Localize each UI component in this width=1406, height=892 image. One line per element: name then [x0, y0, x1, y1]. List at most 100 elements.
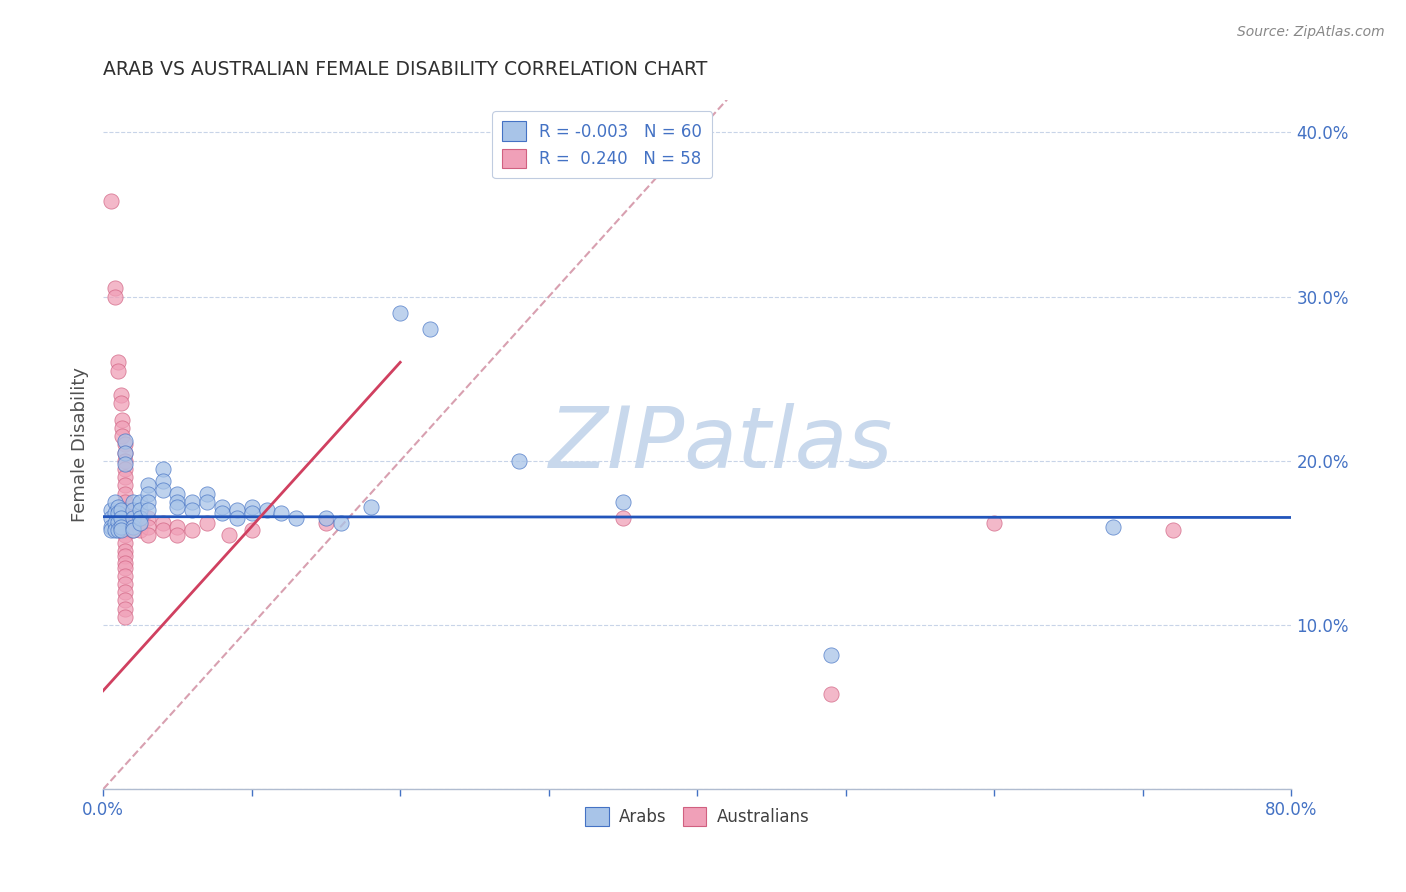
Point [129, 511, 152, 525]
Point [419, 322, 441, 336]
Point [121, 503, 143, 517]
Point [121, 523, 143, 537]
Point [110, 523, 132, 537]
Point [152, 474, 174, 488]
Point [129, 516, 152, 531]
Point [240, 500, 263, 514]
Point [114, 560, 136, 574]
Point [104, 281, 127, 295]
Point [114, 577, 136, 591]
Y-axis label: Female Disability: Female Disability [72, 367, 89, 522]
Point [111, 413, 134, 427]
Point [195, 516, 218, 531]
Point [104, 523, 127, 537]
Point [129, 495, 152, 509]
Point [285, 511, 308, 525]
Point [136, 527, 159, 541]
Point [121, 507, 143, 521]
Point [211, 507, 233, 521]
Point [389, 306, 412, 320]
Point [152, 523, 174, 537]
Point [136, 511, 159, 525]
Point [104, 290, 127, 304]
Point [508, 454, 530, 468]
Point [329, 516, 352, 531]
Point [114, 434, 136, 449]
Legend: Arabs, Australians: Arabs, Australians [579, 800, 815, 832]
Point [270, 507, 292, 521]
Point [114, 478, 136, 492]
Point [612, 495, 634, 509]
Point [114, 556, 136, 570]
Point [100, 511, 122, 525]
Point [114, 585, 136, 599]
Point [136, 486, 159, 500]
Point [121, 495, 143, 509]
Point [152, 516, 174, 531]
Point [166, 519, 188, 533]
Point [820, 648, 842, 662]
Point [104, 507, 127, 521]
Point [983, 516, 1005, 531]
Point [121, 516, 143, 531]
Point [152, 483, 174, 498]
Point [136, 495, 159, 509]
Point [360, 500, 382, 514]
Point [114, 549, 136, 563]
Point [107, 363, 129, 377]
Point [166, 495, 188, 509]
Point [118, 519, 141, 533]
Point [114, 445, 136, 459]
Point [195, 495, 218, 509]
Point [218, 527, 240, 541]
Point [114, 601, 136, 615]
Point [114, 527, 136, 541]
Point [100, 194, 122, 209]
Point [107, 355, 129, 369]
Point [104, 516, 127, 531]
Point [100, 519, 122, 533]
Point [114, 503, 136, 517]
Point [1161, 523, 1184, 537]
Text: Source: ZipAtlas.com: Source: ZipAtlas.com [1237, 25, 1385, 39]
Point [107, 523, 129, 537]
Point [114, 486, 136, 500]
Point [166, 500, 188, 514]
Point [121, 511, 143, 525]
Point [114, 462, 136, 476]
Point [114, 523, 136, 537]
Point [136, 478, 159, 492]
Point [240, 523, 263, 537]
Point [240, 507, 263, 521]
Point [1102, 519, 1125, 533]
Point [129, 523, 152, 537]
Point [225, 511, 247, 525]
Point [181, 503, 204, 517]
Point [166, 486, 188, 500]
Point [136, 503, 159, 517]
Text: ZIPatlas: ZIPatlas [548, 403, 893, 486]
Point [107, 500, 129, 514]
Point [129, 503, 152, 517]
Point [136, 519, 159, 533]
Point [114, 609, 136, 624]
Point [225, 503, 247, 517]
Point [114, 470, 136, 484]
Point [114, 511, 136, 525]
Point [111, 429, 134, 443]
Point [114, 445, 136, 459]
Point [114, 454, 136, 468]
Point [111, 421, 134, 435]
Point [114, 437, 136, 451]
Point [315, 516, 337, 531]
Point [110, 503, 132, 517]
Point [110, 396, 132, 410]
Point [820, 687, 842, 701]
Point [114, 536, 136, 550]
Point [211, 500, 233, 514]
Point [129, 516, 152, 531]
Point [104, 495, 127, 509]
Point [114, 568, 136, 582]
Point [118, 511, 141, 525]
Point [110, 388, 132, 402]
